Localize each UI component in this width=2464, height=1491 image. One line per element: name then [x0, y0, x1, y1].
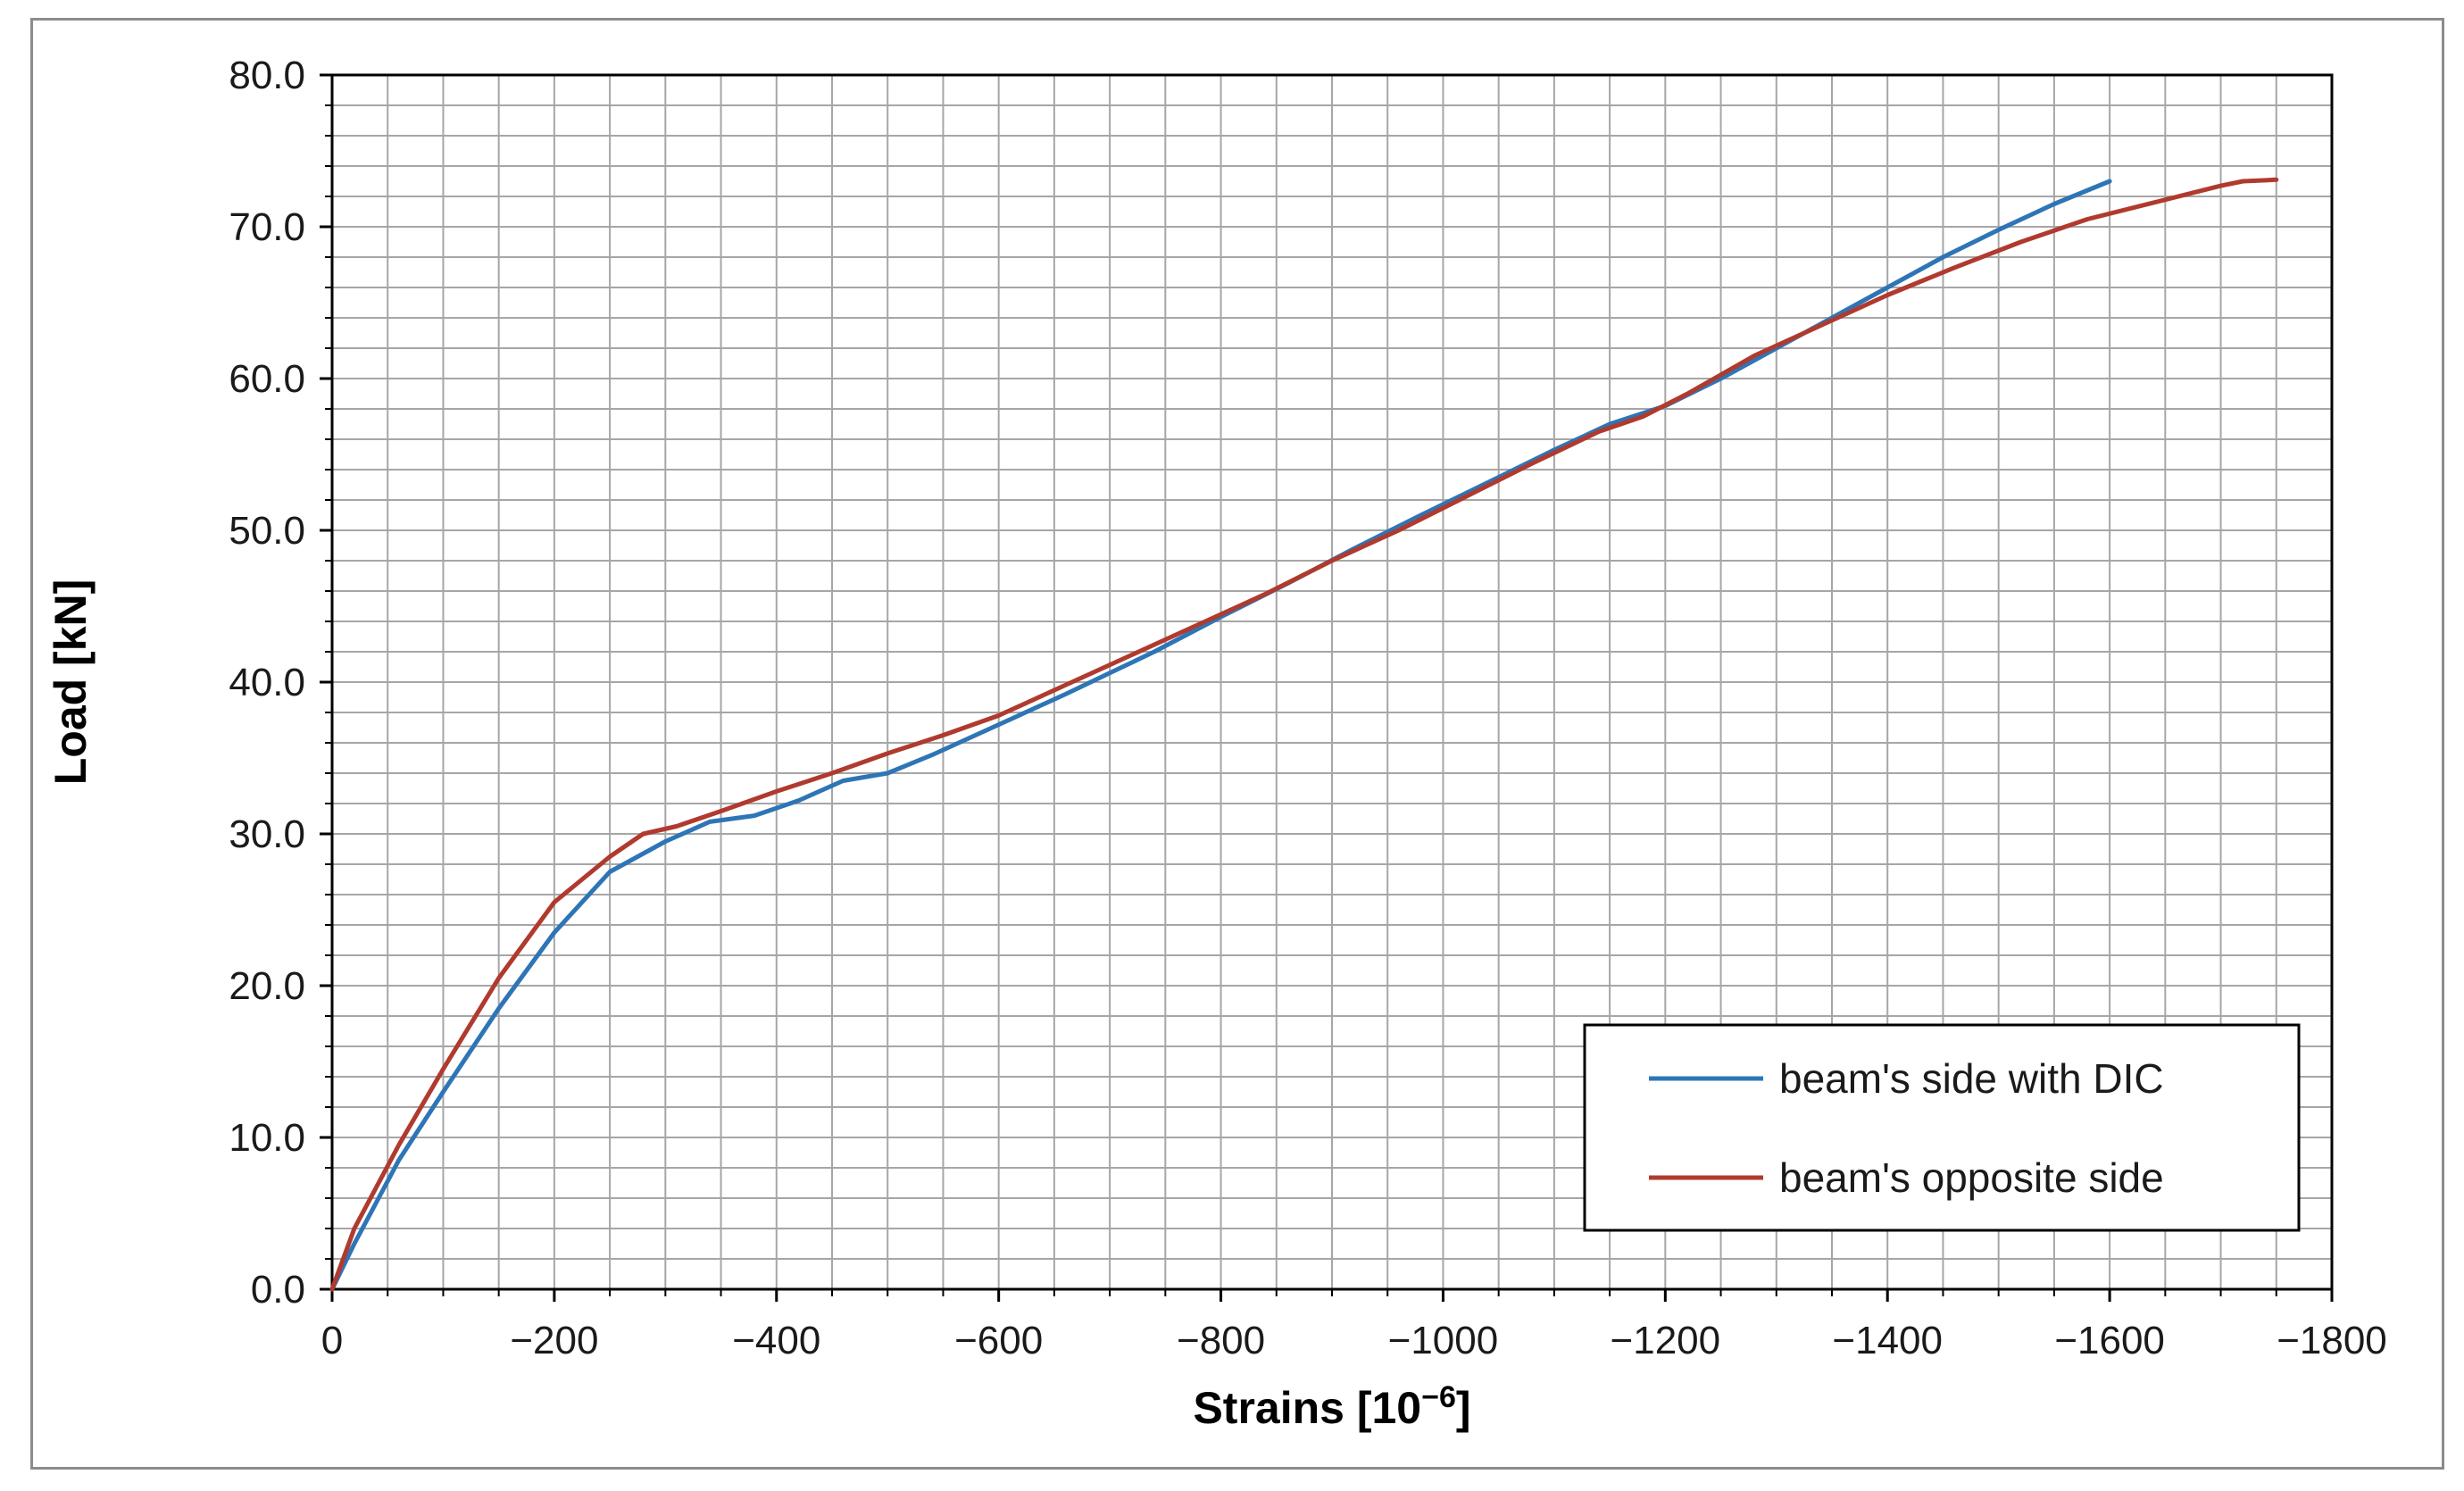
x-tick-label: −1600	[2054, 1319, 2165, 1362]
legend-label-dic: beam's side with DIC	[1779, 1055, 2164, 1102]
x-axis-title-exponent: −6	[1421, 1380, 1456, 1414]
y-tick-label: 30.0	[229, 812, 305, 856]
y-axis-title: Load [kN]	[46, 579, 96, 786]
y-tick-label: 80.0	[229, 54, 305, 97]
y-tick-label: 10.0	[229, 1116, 305, 1160]
legend-label-opposite: beam's opposite side	[1779, 1154, 2164, 1201]
x-tick-label: −600	[954, 1319, 1043, 1362]
axis-ticks: 0 −200 −400 −600 −800 −1000 −1200 −1400 −1600 −18…	[229, 54, 2386, 1362]
x-tick-label: −1800	[2277, 1319, 2387, 1362]
y-tick-label: 70.0	[229, 205, 305, 249]
x-tick-label: −1200	[1611, 1319, 1721, 1362]
series-lines	[329, 177, 2279, 1292]
x-axis-title-close: ]	[1456, 1383, 1471, 1433]
x-axis-title-text: Strains [10	[1193, 1383, 1421, 1433]
series-line-opposite	[329, 177, 2279, 1292]
y-tick-label: 40.0	[229, 661, 305, 704]
y-tick-label: 50.0	[229, 509, 305, 553]
x-tick-label: −1400	[1832, 1319, 1943, 1362]
y-tick-label: 20.0	[229, 964, 305, 1008]
x-tick-label: 0	[321, 1319, 343, 1362]
legend-box	[1583, 1023, 2301, 1232]
x-tick-label: −400	[732, 1319, 820, 1362]
y-tick-label: 60.0	[229, 357, 305, 401]
x-tick-label: −1000	[1388, 1319, 1499, 1362]
x-tick-label: −200	[510, 1319, 598, 1362]
x-axis-title: Strains [10−6]	[1193, 1380, 1470, 1433]
x-tick-label: −800	[1177, 1319, 1265, 1362]
y-tick-label: 0.0	[251, 1268, 305, 1312]
legend: beam's side with DIC beam's opposite sid…	[1583, 1023, 2301, 1232]
